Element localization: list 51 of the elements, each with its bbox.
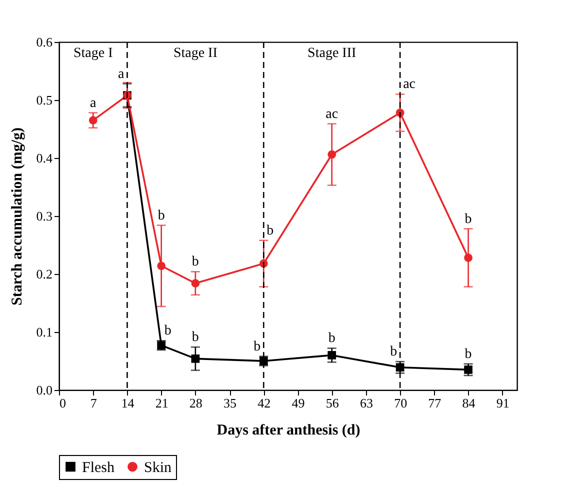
point: [464, 254, 472, 262]
y-tick-label: 0.4: [36, 150, 53, 166]
y-tick-label: 0.3: [36, 208, 52, 224]
annotation: b: [164, 324, 172, 339]
annotation: b: [266, 223, 274, 238]
x-tick-label: 28: [189, 396, 202, 410]
annotation: Stage I: [73, 46, 114, 61]
annotation: b: [328, 331, 336, 346]
point: [191, 354, 200, 363]
x-tick-label: 49: [292, 396, 305, 410]
annotation: b: [254, 339, 261, 354]
y-axis-title: Starch accumulation (mg/g): [9, 127, 26, 306]
x-tick-label: 42: [258, 396, 271, 410]
y-tick-label: 0.5: [36, 92, 52, 108]
x-tick-label: 7: [90, 396, 98, 410]
y-tick-label: 0.2: [36, 266, 52, 282]
annotation: a: [90, 96, 97, 111]
annotation: b: [464, 346, 472, 362]
x-tick-label: 14: [121, 396, 135, 410]
annotation: b: [192, 254, 199, 270]
annotation: ac: [403, 77, 416, 92]
y-tick-label: 0.1: [36, 324, 52, 340]
annotation: Stage II: [173, 46, 218, 61]
annotation: b: [192, 330, 199, 346]
point: [464, 366, 472, 374]
x-tick-label: 56: [326, 396, 340, 410]
legend-label: Flesh: [82, 460, 116, 476]
annotation: Stage III: [308, 46, 356, 61]
x-tick-label: 91: [496, 396, 510, 410]
annotation: b: [158, 208, 165, 224]
x-tick-label: 21: [155, 396, 168, 410]
point: [88, 116, 98, 124]
annotation: b: [390, 344, 398, 360]
x-axis-title: Days after anthesis (d): [216, 422, 360, 438]
annotation: a: [118, 66, 125, 82]
x-tick-label: 63: [360, 396, 373, 410]
annotation: ac: [326, 106, 338, 122]
x-tick-label: 77: [428, 396, 442, 410]
point: [328, 150, 336, 159]
y-tick-label: 0.6: [36, 34, 53, 50]
x-tick-label: 70: [394, 396, 408, 410]
x-tick-label: 35: [224, 396, 237, 410]
point: [157, 262, 166, 270]
x-tick-label: 84: [462, 396, 476, 410]
x-tick-label: 0: [60, 396, 66, 410]
point: [191, 279, 200, 288]
point: [328, 351, 336, 360]
y-tick-label: 0.0: [36, 382, 52, 398]
annotation: b: [464, 212, 472, 227]
legend-label: Skin: [144, 460, 172, 476]
point: [396, 363, 404, 372]
